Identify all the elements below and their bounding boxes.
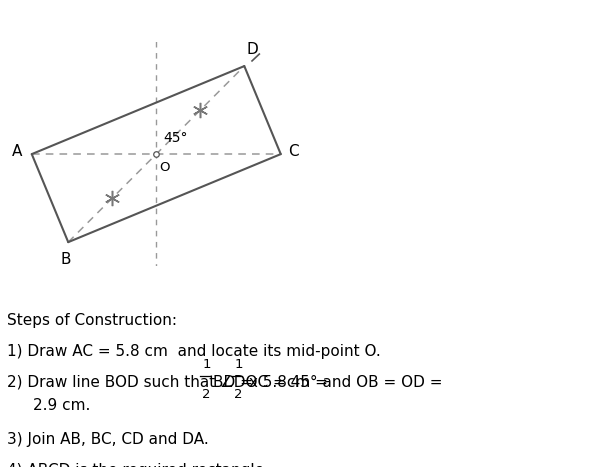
Text: 1: 1: [203, 358, 212, 371]
Text: 2: 2: [234, 389, 242, 402]
Text: 4) ABCD is the required rectangle.: 4) ABCD is the required rectangle.: [7, 463, 269, 467]
Text: O: O: [160, 161, 170, 174]
Text: 2: 2: [202, 389, 210, 402]
Text: B: B: [61, 252, 72, 267]
Text: C: C: [288, 144, 299, 159]
Text: D: D: [246, 42, 258, 57]
Text: BD =: BD =: [213, 375, 257, 390]
Text: 2.9 cm.: 2.9 cm.: [33, 398, 90, 413]
Text: A: A: [12, 144, 22, 159]
Text: 45°: 45°: [163, 131, 188, 145]
Text: 1: 1: [235, 358, 243, 371]
Text: Steps of Construction:: Steps of Construction:: [7, 313, 177, 328]
Text: 3) Join AB, BC, CD and DA.: 3) Join AB, BC, CD and DA.: [7, 432, 209, 447]
Text: 2) Draw line BOD such that ∠DOC = 45° and OB = OD =: 2) Draw line BOD such that ∠DOC = 45° an…: [7, 375, 448, 390]
Text: x 5.8cm =: x 5.8cm =: [245, 375, 328, 390]
Text: 1) Draw AC = 5.8 cm  and locate its mid-point O.: 1) Draw AC = 5.8 cm and locate its mid-p…: [7, 344, 381, 359]
